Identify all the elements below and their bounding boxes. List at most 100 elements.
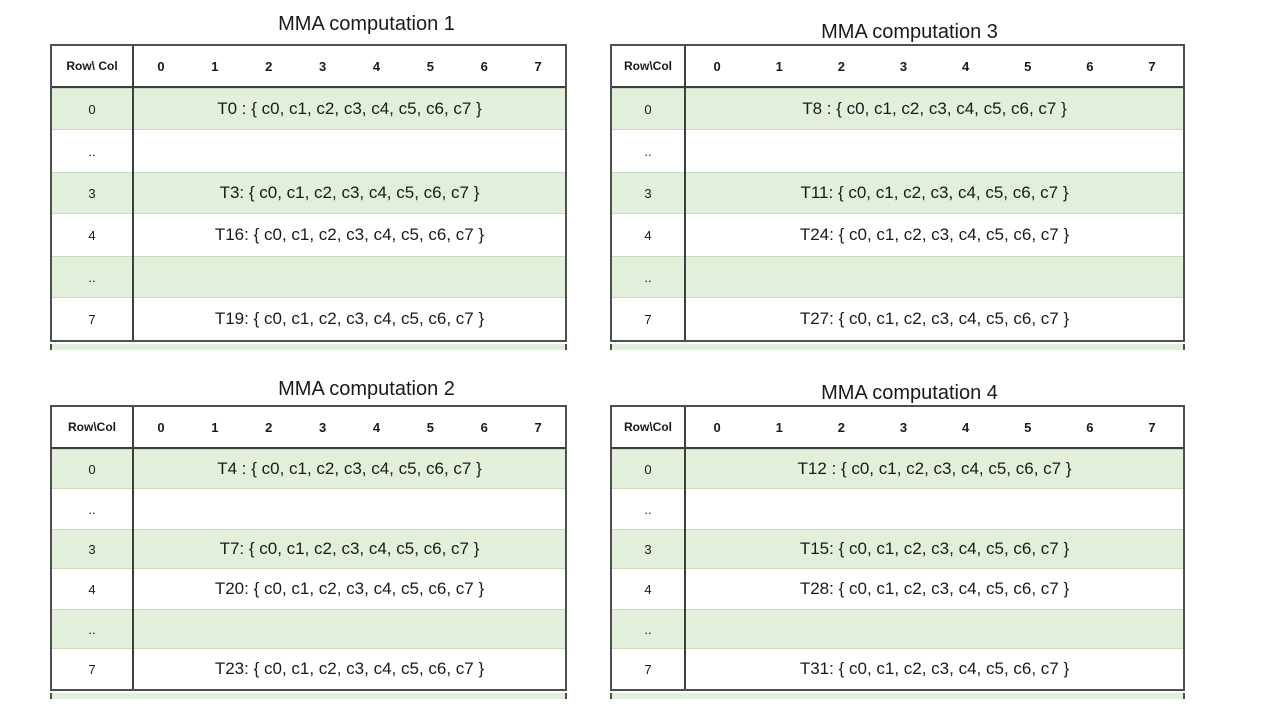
row-label: 7 <box>52 298 134 340</box>
table-grid: Row\ Col 0 1 2 3 4 5 6 7 0 T0 : { c0, c1, c2, c3, … <box>50 44 567 342</box>
row-label: 0 <box>612 449 686 489</box>
row-label: 7 <box>612 298 686 340</box>
table-row: .. <box>612 489 1183 529</box>
table-row: 4 T24: { c0, c1, c2, c3, c4, c5, c6, c7 } <box>612 214 1183 256</box>
table-header-row: Row\Col 0 1 2 3 4 5 6 7 <box>52 407 565 449</box>
row-label: .. <box>52 489 134 529</box>
table-header-row: Row\Col 0 1 2 3 4 5 6 7 <box>612 407 1183 449</box>
row-content: T7: { c0, c1, c2, c3, c4, c5, c6, c7 } <box>219 539 480 558</box>
column-header: 1 <box>211 58 219 74</box>
row-label: 0 <box>612 88 686 130</box>
row-label: .. <box>612 130 686 172</box>
row-label: 0 <box>52 88 134 130</box>
table-grid: Row\Col 0 1 2 3 4 5 6 7 0 T4 : { c0, c1, c2, c3, c… <box>50 405 567 691</box>
row-content <box>686 256 1183 298</box>
table-row: .. <box>52 256 565 298</box>
table-row: 4 T16: { c0, c1, c2, c3, c4, c5, c6, c7 } <box>52 214 565 256</box>
column-header: 7 <box>1148 58 1156 74</box>
table-title: MMA computation 2 <box>278 378 455 400</box>
row-label: .. <box>612 489 686 529</box>
table-row: 4 T28: { c0, c1, c2, c3, c4, c5, c6, c7 } <box>612 569 1183 609</box>
row-label: .. <box>52 609 134 649</box>
row-content <box>134 609 565 649</box>
row-content: T23: { c0, c1, c2, c3, c4, c5, c6, c7 } <box>214 659 485 678</box>
row-content: T19: { c0, c1, c2, c3, c4, c5, c6, c7 } <box>214 309 485 328</box>
row-label: 4 <box>52 569 134 609</box>
column-headers: 0 1 2 3 4 5 6 7 <box>686 46 1183 86</box>
table-row: 0 T4 : { c0, c1, c2, c3, c4, c5, c6, c7 } <box>52 449 565 489</box>
column-headers: 0 1 2 3 4 5 6 7 <box>134 46 565 86</box>
table-row: .. <box>52 489 565 529</box>
row-label: 7 <box>52 649 134 689</box>
column-header: 1 <box>211 419 219 435</box>
corner-cell: Row\Col <box>612 46 686 86</box>
row-content: T27: { c0, c1, c2, c3, c4, c5, c6, c7 } <box>799 309 1070 328</box>
column-header: 5 <box>1024 58 1032 74</box>
column-header: 7 <box>534 58 542 74</box>
table-row: .. <box>52 130 565 172</box>
row-content: T15: { c0, c1, c2, c3, c4, c5, c6, c7 } <box>799 539 1070 558</box>
column-header: 0 <box>713 419 721 435</box>
column-header: 6 <box>480 419 488 435</box>
column-header: 0 <box>713 58 721 74</box>
partial-row <box>50 344 567 350</box>
row-label: .. <box>612 609 686 649</box>
column-header: 4 <box>372 58 381 74</box>
row-label: 4 <box>612 569 686 609</box>
row-label: 4 <box>612 214 686 256</box>
column-header: 1 <box>775 58 783 74</box>
column-header: 4 <box>961 58 970 74</box>
row-label: 3 <box>612 529 686 569</box>
row-label: 0 <box>52 449 134 489</box>
partial-row <box>50 693 567 699</box>
column-header: 5 <box>426 419 434 435</box>
row-content: T24: { c0, c1, c2, c3, c4, c5, c6, c7 } <box>799 225 1070 244</box>
partial-row <box>610 344 1185 350</box>
row-content <box>686 609 1183 649</box>
table-row: 7 T27: { c0, c1, c2, c3, c4, c5, c6, c7 } <box>612 298 1183 340</box>
row-content: T28: { c0, c1, c2, c3, c4, c5, c6, c7 } <box>799 579 1070 598</box>
table-mma-computation-1: MMA computation 1 Row\ Col 0 1 2 3 4 5 6 7 0 T0 : {… <box>50 12 567 350</box>
table-row: 3 T3: { c0, c1, c2, c3, c4, c5, c6, c7 } <box>52 172 565 214</box>
row-content: T11: { c0, c1, c2, c3, c4, c5, c6, c7 } <box>800 183 1069 202</box>
table-mma-computation-2: MMA computation 2 Row\Col 0 1 2 3 4 5 6 7 0 T4 : { … <box>50 377 567 699</box>
table-row: 3 T7: { c0, c1, c2, c3, c4, c5, c6, c7 } <box>52 529 565 569</box>
table-row: 0 T12 : { c0, c1, c2, c3, c4, c5, c6, c7 … <box>612 449 1183 489</box>
column-header: 4 <box>372 419 381 435</box>
row-label: 3 <box>52 529 134 569</box>
row-label: .. <box>52 130 134 172</box>
row-content: T4 : { c0, c1, c2, c3, c4, c5, c6, c7 } <box>217 459 482 478</box>
table-grid: Row\Col 0 1 2 3 4 5 6 7 0 T8 : { c0, c1, c2, c3, c… <box>610 44 1185 342</box>
row-label: 4 <box>52 214 134 256</box>
table-row: 7 T19: { c0, c1, c2, c3, c4, c5, c6, c7 } <box>52 298 565 340</box>
row-content <box>134 256 565 298</box>
column-header: 6 <box>1086 58 1094 74</box>
table-title: MMA computation 3 <box>821 21 998 43</box>
row-label: 7 <box>612 649 686 689</box>
row-content: T16: { c0, c1, c2, c3, c4, c5, c6, c7 } <box>214 225 485 244</box>
table-row: .. <box>612 256 1183 298</box>
column-headers: 0 1 2 3 4 5 6 7 <box>686 407 1183 447</box>
partial-row <box>610 693 1185 699</box>
table-row: 0 T8 : { c0, c1, c2, c3, c4, c5, c6, c7 } <box>612 88 1183 130</box>
table-row: 7 T31: { c0, c1, c2, c3, c4, c5, c6, c7 } <box>612 649 1183 689</box>
column-header: 0 <box>157 419 165 435</box>
column-header: 0 <box>157 58 165 74</box>
corner-cell: Row\Col <box>52 407 134 447</box>
row-label: .. <box>612 256 686 298</box>
table-grid: Row\Col 0 1 2 3 4 5 6 7 0 T12 : { c0, c1, c2, c3, … <box>610 405 1185 691</box>
row-content <box>686 489 1183 529</box>
column-header: 1 <box>775 419 783 435</box>
row-content: T20: { c0, c1, c2, c3, c4, c5, c6, c7 } <box>214 579 485 598</box>
column-header: 3 <box>899 58 908 74</box>
table-row: .. <box>612 609 1183 649</box>
table-title: MMA computation 1 <box>278 13 455 35</box>
column-header: 2 <box>837 419 845 435</box>
table-header-row: Row\Col 0 1 2 3 4 5 6 7 <box>612 46 1183 88</box>
table-mma-computation-3: MMA computation 3 Row\Col 0 1 2 3 4 5 6 7 0 T8 : { … <box>610 20 1185 350</box>
table-row: 0 T0 : { c0, c1, c2, c3, c4, c5, c6, c7 } <box>52 88 565 130</box>
row-content <box>134 489 565 529</box>
column-header: 5 <box>1024 419 1032 435</box>
row-content: T3: { c0, c1, c2, c3, c4, c5, c6, c7 } <box>219 183 480 202</box>
